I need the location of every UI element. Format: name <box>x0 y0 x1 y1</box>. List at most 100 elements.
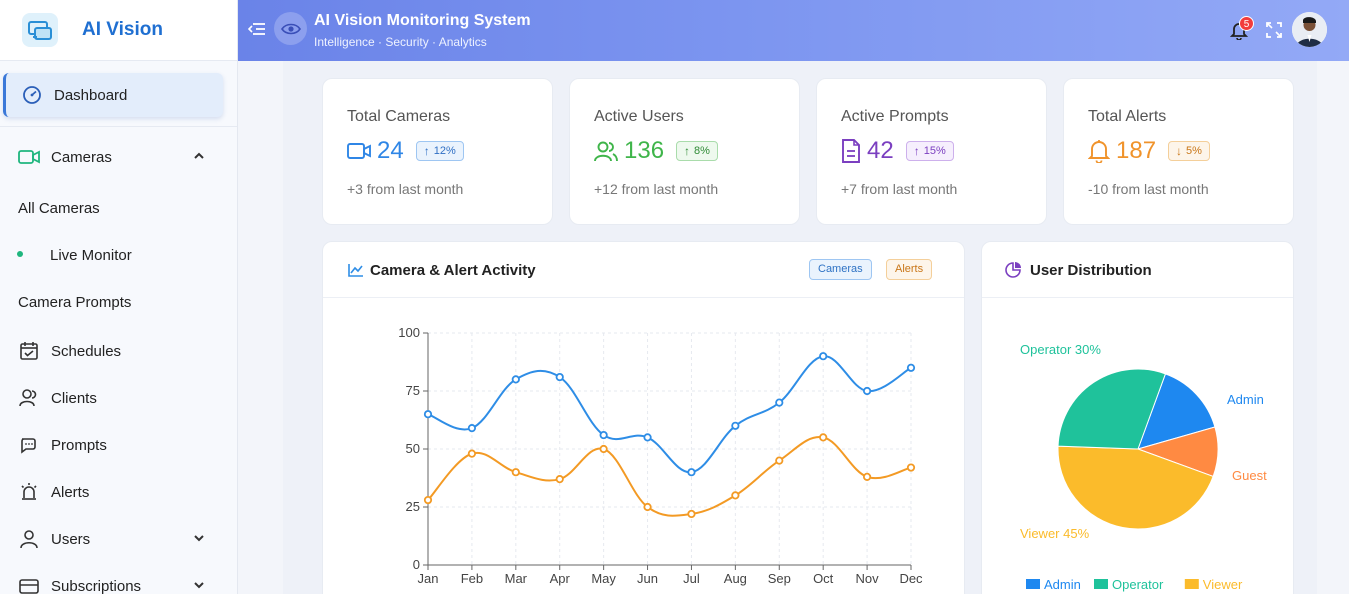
series-line-cameras <box>427 355 912 474</box>
data-point-alerts <box>423 495 433 505</box>
x-tick-label: Nov <box>856 571 880 586</box>
data-point-cameras <box>555 372 564 382</box>
page-title: AI Vision Monitoring System <box>314 12 531 29</box>
activity-panel-header: Camera & Alert Activity Cameras Alerts <box>323 242 964 298</box>
sidebar-item-schedules[interactable]: Schedules <box>0 329 237 373</box>
distribution-panel-header: User Distribution <box>982 242 1293 298</box>
arrow-up-icon: ↑ <box>423 144 430 158</box>
change-value: 12% <box>433 145 456 157</box>
chat-bubbles-icon <box>18 434 40 456</box>
activity-panel: Camera & Alert Activity Cameras Alerts 0… <box>322 241 965 594</box>
legend-tag-alerts[interactable]: Alerts <box>886 259 933 280</box>
data-point-cameras <box>687 468 696 477</box>
legend-label-admin: Admin <box>1044 577 1081 592</box>
brand[interactable]: AI Vision <box>0 0 237 61</box>
data-point-alerts <box>467 449 477 458</box>
pie-label-viewer: Viewer 45% <box>1020 526 1090 541</box>
user-icon <box>18 528 40 550</box>
stat-label: Active Prompts <box>841 108 949 125</box>
change-value: 5% <box>1186 145 1202 157</box>
pie-slice-operator <box>1057 368 1167 450</box>
sidebar-item-subscriptions[interactable]: Subscriptions <box>0 564 237 594</box>
x-tick-label: Aug <box>724 571 747 586</box>
distribution-panel-title: User Distribution <box>1030 262 1152 279</box>
x-tick-label: May <box>591 571 616 586</box>
user-distribution-pie: Admin Guest Viewer 45% Operator 30% Admin Ope… <box>1020 342 1267 592</box>
sidebar-item-label: Users <box>51 530 91 548</box>
legend-swatch-admin <box>1026 579 1040 589</box>
pie-label-guest: Guest <box>1232 468 1267 483</box>
sidebar-item-users[interactable]: Users <box>0 517 237 561</box>
brand-name: AI Vision <box>82 19 163 40</box>
sidebar-item-label: Schedules <box>51 342 122 360</box>
chevron-down-icon[interactable] <box>193 579 205 591</box>
stat-value: 42 <box>867 137 894 164</box>
chevron-up-icon[interactable] <box>193 150 205 162</box>
line-chart-icon <box>348 264 363 277</box>
card-icon <box>18 575 40 594</box>
user-avatar[interactable] <box>1292 12 1327 47</box>
pie-label-operator: Operator 30% <box>1020 342 1101 357</box>
data-point-cameras <box>511 375 520 384</box>
arrow-up-icon: ↑ <box>684 144 691 158</box>
y-tick-label: 100 <box>398 325 420 340</box>
sidebar-item-label: Dashboard <box>54 86 128 104</box>
stat-card-total-alerts[interactable]: Total Alerts 187 ↓ 5% -10 from last month <box>1063 78 1294 225</box>
stat-card-active-users[interactable]: Active Users 136 ↑ 8% +12 from last month <box>569 78 800 225</box>
x-tick-label: Jun <box>637 571 658 586</box>
stat-label: Total Alerts <box>1088 108 1167 125</box>
data-point-alerts <box>643 502 652 512</box>
sidebar-item-dashboard[interactable]: Dashboard <box>3 73 223 117</box>
sidebar-divider <box>0 126 237 127</box>
x-tick-label: Oct <box>813 571 834 586</box>
x-tick-label: Mar <box>505 571 528 586</box>
top-header: AI Vision Monitoring System Intelligence… <box>238 0 1349 61</box>
legend-tag-cameras[interactable]: Cameras <box>809 259 872 280</box>
sidebar-item-clients[interactable]: Clients <box>0 376 237 420</box>
change-badge: ↑ 15% <box>905 141 954 161</box>
y-tick-label: 25 <box>406 499 420 514</box>
stat-footer: +7 from last month <box>841 181 958 197</box>
sidebar-subitem-all-cameras[interactable]: All Cameras <box>18 200 100 217</box>
fullscreen-icon[interactable] <box>1266 22 1282 38</box>
sidebar-subitem-live-monitor[interactable]: Live Monitor <box>50 247 132 264</box>
pie-slice-viewer <box>1057 445 1214 530</box>
sidebar-item-label: Clients <box>51 389 97 407</box>
stat-card-total-cameras[interactable]: Total Cameras 24 ↑ 12% +3 from last month <box>322 78 553 225</box>
active-dot-icon <box>17 251 23 257</box>
x-tick-label: Jul <box>683 571 700 586</box>
sidebar-item-alerts[interactable]: Alerts <box>0 470 237 514</box>
chevron-down-icon[interactable] <box>193 532 205 544</box>
bell-icon <box>1088 140 1110 163</box>
sidebar-item-cameras[interactable]: Cameras <box>0 135 237 179</box>
series-line-alerts <box>427 436 912 517</box>
ai-vision-logo-icon <box>22 13 58 47</box>
sidebar-item-prompts[interactable]: Prompts <box>0 423 237 467</box>
eye-logo-icon <box>274 12 307 45</box>
pie-label-admin: Admin <box>1227 392 1264 407</box>
data-point-alerts <box>731 491 740 500</box>
y-tick-label: 50 <box>406 441 420 456</box>
sidebar-subitem-camera-prompts[interactable]: Camera Prompts <box>18 294 132 311</box>
data-point-alerts <box>819 433 828 442</box>
sidebar-item-label: Alerts <box>51 483 90 501</box>
video-camera-icon <box>18 146 40 168</box>
menu-toggle-icon[interactable] <box>248 21 266 37</box>
activity-line-chart: 0 25 50 75 100 Jan Feb Mar Apr May Jun Jul Aug Sep Oct… <box>398 325 923 586</box>
change-value: 8% <box>694 145 710 157</box>
change-badge: ↑ 8% <box>676 141 718 161</box>
data-point-alerts <box>906 463 916 472</box>
calendar-icon <box>18 340 40 362</box>
data-point-alerts <box>775 456 784 465</box>
dashboard-gauge-icon <box>21 84 43 106</box>
stat-card-active-prompts[interactable]: Active Prompts 42 ↑ 15% +7 from last mont… <box>816 78 1047 225</box>
sidebar: AI Vision Dashboard Cameras All Cameras … <box>0 0 238 594</box>
stat-value: 187 <box>1116 137 1157 164</box>
stat-footer: +3 from last month <box>347 181 464 197</box>
notification-badge: 5 <box>1239 16 1254 31</box>
legend-label-viewer: Viewer <box>1203 577 1243 592</box>
data-point-alerts <box>862 472 872 481</box>
stat-value: 24 <box>377 137 404 164</box>
data-point-alerts <box>555 475 564 484</box>
data-point-cameras <box>731 421 740 430</box>
